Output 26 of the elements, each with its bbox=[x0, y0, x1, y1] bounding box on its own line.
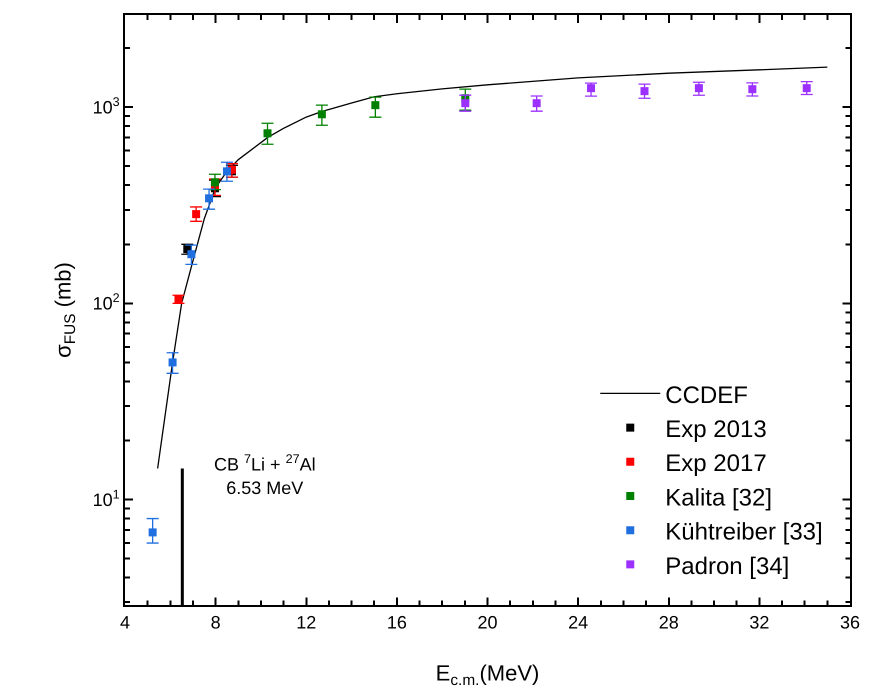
point bbox=[371, 101, 380, 110]
legend-label: CCDEF bbox=[665, 382, 748, 409]
x-tick-label: 8 bbox=[210, 612, 221, 632]
x-tick-label: 28 bbox=[658, 612, 679, 632]
legend-label: Exp 2013 bbox=[665, 416, 767, 443]
x-tick-label: 4 bbox=[120, 612, 130, 632]
point bbox=[148, 528, 157, 536]
x-tick-label: 32 bbox=[749, 612, 770, 632]
x-tick-label: 16 bbox=[386, 612, 407, 632]
x-tick-label: 20 bbox=[477, 612, 498, 632]
x-tick-label: 36 bbox=[840, 612, 860, 632]
legend-label: Exp 2017 bbox=[665, 450, 767, 478]
point bbox=[318, 110, 326, 118]
legend-label: Kühtreiber [33] bbox=[665, 518, 823, 546]
legend-label: Kalita [32] bbox=[665, 484, 772, 512]
y-tick-label: 10$^{1}$ bbox=[92, 487, 120, 510]
x-axis-title: E$_{c.m.}$(MeV) bbox=[436, 660, 540, 689]
legend-label: Padron [34] bbox=[665, 552, 790, 580]
y-tick-label: 10$^{2}$ bbox=[92, 291, 120, 314]
x-tick-label: 24 bbox=[568, 612, 588, 632]
point bbox=[168, 358, 177, 366]
x-tick-label: 12 bbox=[296, 612, 316, 632]
y-tick-label: 10$^{3}$ bbox=[92, 94, 120, 118]
point bbox=[205, 194, 214, 202]
ref-line-label: CB $^{7}$Li + $^{27}$Al 6.53 MeV bbox=[214, 452, 316, 498]
point bbox=[264, 129, 272, 138]
